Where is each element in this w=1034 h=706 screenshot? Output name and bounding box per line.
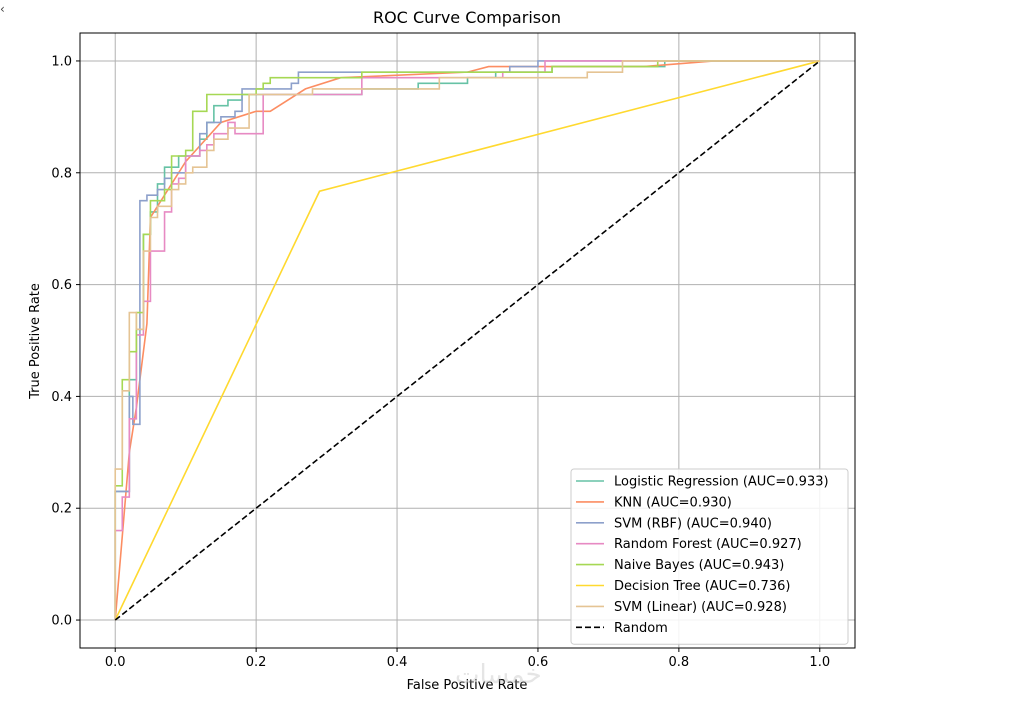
legend-label: Logistic Regression (AUC=0.933) xyxy=(614,475,829,490)
series-layer xyxy=(114,60,821,621)
x-tick-label: 0.4 xyxy=(387,655,408,670)
x-tick-label: 0.6 xyxy=(528,655,549,670)
corner-mark: ‹ xyxy=(0,2,5,16)
plot-frame xyxy=(79,32,856,649)
series-line-7 xyxy=(114,60,821,621)
legend-label: Random xyxy=(614,621,668,636)
y-tick-label: 0.8 xyxy=(51,166,72,181)
legend: Logistic Regression (AUC=0.933) KNN (AUC=… xyxy=(570,468,849,645)
x-tick-label: 0.8 xyxy=(669,655,690,670)
y-tick-label: 0.2 xyxy=(51,502,72,517)
y-tick-label: 1.0 xyxy=(51,54,72,69)
watermark: خمسات xyxy=(455,660,542,690)
y-axis-label: True Positive Rate xyxy=(28,283,43,400)
x-tick-label: 0.2 xyxy=(246,655,267,670)
legend-box xyxy=(570,468,849,645)
y-tick-label: 0.6 xyxy=(51,278,72,293)
series-line-6 xyxy=(114,60,820,621)
legend-label: KNN (AUC=0.930) xyxy=(614,495,732,510)
chart-title: ROC Curve Comparison xyxy=(373,8,561,27)
x-axis-label: False Positive Rate xyxy=(407,678,528,693)
legend-label: SVM (Linear) (AUC=0.928) xyxy=(614,600,787,615)
y-tick-label: 0.4 xyxy=(51,390,72,405)
legend-label: Decision Tree (AUC=0.736) xyxy=(614,579,790,594)
series-line-1 xyxy=(114,60,820,621)
y-tick-label: 0.0 xyxy=(51,614,72,629)
series-line-4 xyxy=(114,60,820,621)
legend-label: Random Forest (AUC=0.927) xyxy=(614,537,802,552)
series-line-5 xyxy=(114,60,820,621)
x-tick-label: 0.0 xyxy=(105,655,126,670)
axis-ticks: 0.0 0.2 0.4 0.6 0.8 1.0 0.0 0.2 0.4 0.6 0.8 1.0 xyxy=(51,54,830,670)
legend-label: Naive Bayes (AUC=0.943) xyxy=(614,558,784,573)
legend-label: SVM (RBF) (AUC=0.940) xyxy=(614,516,772,531)
x-tick-label: 1.0 xyxy=(809,655,830,670)
